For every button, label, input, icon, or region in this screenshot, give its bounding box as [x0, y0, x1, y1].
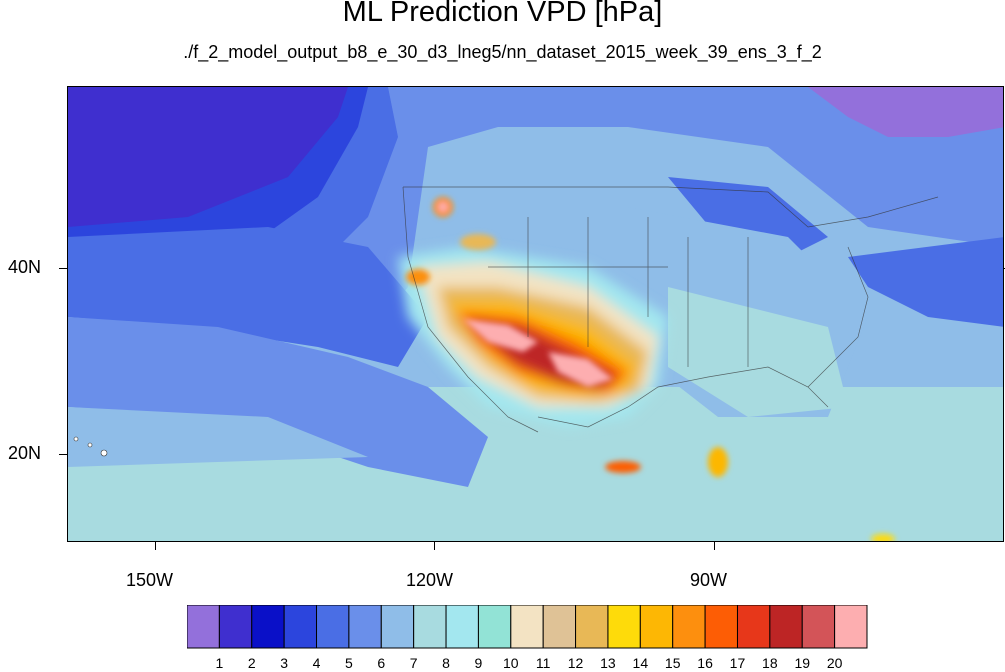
colorbar-swatch: [218, 605, 253, 649]
lon-tick: [714, 542, 715, 550]
lon-label-120w: 120W: [406, 570, 454, 590]
colorbar-swatch: [672, 605, 706, 649]
colorbar-swatch: [477, 605, 512, 649]
lat-label-20n: 20N: [8, 443, 42, 463]
colorbar-swatch: [413, 605, 447, 649]
colorbar-label: 13: [600, 655, 616, 671]
colorbar-swatch: [187, 605, 220, 649]
colorbar-swatch: [834, 605, 868, 649]
colorbar-swatch: [704, 605, 738, 649]
colorbar-swatch: [251, 605, 285, 649]
colorbar-label: 19: [794, 655, 811, 671]
colorbar-label: 12: [567, 655, 584, 671]
lon-label-90w: 90W: [690, 570, 728, 590]
colorbar-swatch: [380, 605, 415, 649]
colorbar-swatch: [639, 605, 674, 649]
colorbar-label: 1: [215, 655, 224, 671]
lon-tick: [434, 542, 435, 550]
lat-tick: [1003, 268, 1005, 269]
colorbar-label: 4: [312, 655, 321, 671]
colorbar-label: 14: [632, 655, 649, 671]
colorbar-swatch: [283, 605, 318, 649]
plot-title: ML Prediction VPD [hPa]: [342, 0, 663, 28]
colorbar-label: 15: [664, 655, 681, 671]
colorbar-label: 9: [474, 655, 483, 671]
lat-label-40n: 40N: [8, 257, 42, 277]
colorbar-swatch: [607, 605, 641, 649]
vpd-field: [68, 87, 1003, 541]
colorbar: [187, 605, 868, 649]
colorbar-swatch: [769, 605, 803, 649]
colorbar-label: 10: [503, 655, 519, 671]
colorbar-swatch: [801, 605, 836, 649]
lat-tick: [59, 454, 67, 455]
plot-subtitle: ./f_2_model_output_b8_e_30_d3_lneg5/nn_d…: [183, 42, 822, 62]
colorbar-label: 17: [729, 655, 746, 671]
colorbar-label: 16: [697, 655, 713, 671]
colorbar-label: 20: [826, 655, 843, 671]
colorbar-label: 3: [280, 655, 289, 671]
colorbar-swatch: [510, 605, 544, 649]
colorbar-swatch: [542, 605, 577, 649]
colorbar-swatch: [575, 605, 609, 649]
colorbar-label: 11: [535, 655, 551, 671]
lon-label-150w: 150W: [126, 570, 174, 590]
colorbar-swatch: [736, 605, 771, 649]
colorbar-label: 2: [247, 655, 256, 671]
colorbar-label: 7: [409, 655, 418, 671]
colorbar-label: 5: [344, 655, 353, 671]
colorbar-label: 18: [762, 655, 778, 671]
colorbar-swatch: [316, 605, 350, 649]
map-area: [67, 86, 1004, 542]
colorbar-label: 8: [442, 655, 450, 671]
lon-tick: [155, 542, 156, 550]
colorbar-swatch: [348, 605, 382, 649]
colorbar-label: 6: [377, 655, 386, 671]
colorbar-swatch: [445, 605, 479, 649]
lat-tick: [59, 268, 67, 269]
